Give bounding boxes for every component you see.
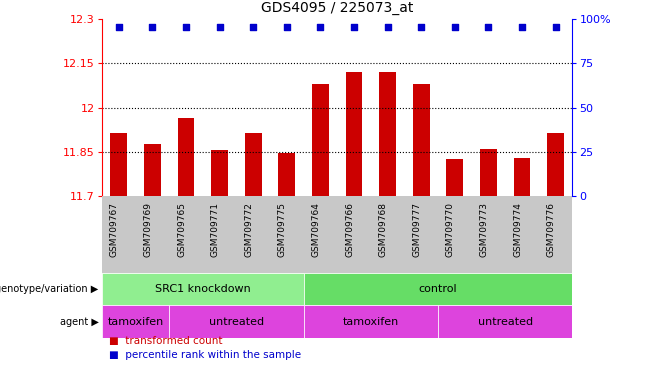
Bar bbox=[211, 150, 228, 196]
Text: GSM709774: GSM709774 bbox=[513, 202, 522, 257]
Text: genotype/variation ▶: genotype/variation ▶ bbox=[0, 284, 99, 294]
Text: agent ▶: agent ▶ bbox=[60, 316, 99, 327]
Point bbox=[282, 23, 292, 30]
Text: GSM709769: GSM709769 bbox=[143, 202, 153, 257]
Text: GSM709766: GSM709766 bbox=[345, 202, 354, 257]
Text: untreated: untreated bbox=[209, 316, 264, 327]
Bar bbox=[438, 305, 572, 338]
Text: GSM709765: GSM709765 bbox=[177, 202, 186, 257]
Point bbox=[315, 23, 326, 30]
Text: SRC1 knockdown: SRC1 knockdown bbox=[155, 284, 251, 294]
Title: GDS4095 / 225073_at: GDS4095 / 225073_at bbox=[261, 2, 413, 15]
Bar bbox=[102, 305, 169, 338]
Bar bbox=[178, 118, 194, 196]
Bar bbox=[547, 132, 564, 196]
Point bbox=[114, 23, 124, 30]
Text: GSM709767: GSM709767 bbox=[110, 202, 119, 257]
Text: GSM709768: GSM709768 bbox=[378, 202, 388, 257]
Text: GSM709772: GSM709772 bbox=[244, 202, 253, 257]
Point bbox=[181, 23, 191, 30]
Text: control: control bbox=[418, 284, 457, 294]
Text: GSM709775: GSM709775 bbox=[278, 202, 287, 257]
Bar bbox=[245, 132, 262, 196]
Bar bbox=[480, 149, 497, 196]
Text: tamoxifen: tamoxifen bbox=[343, 316, 399, 327]
Bar bbox=[413, 84, 430, 196]
Point bbox=[449, 23, 460, 30]
Bar bbox=[169, 305, 303, 338]
Text: GSM709764: GSM709764 bbox=[311, 202, 320, 257]
Point bbox=[416, 23, 426, 30]
Bar bbox=[345, 72, 363, 196]
Text: GSM709773: GSM709773 bbox=[480, 202, 488, 257]
Bar bbox=[514, 157, 530, 196]
Bar bbox=[278, 153, 295, 196]
Bar bbox=[144, 144, 161, 196]
Text: GSM709771: GSM709771 bbox=[211, 202, 220, 257]
Text: tamoxifen: tamoxifen bbox=[107, 316, 164, 327]
Bar bbox=[102, 273, 303, 305]
Point bbox=[550, 23, 561, 30]
Text: GSM709777: GSM709777 bbox=[413, 202, 421, 257]
Bar bbox=[312, 84, 329, 196]
Bar bbox=[303, 305, 438, 338]
Point bbox=[147, 23, 158, 30]
Bar bbox=[111, 132, 127, 196]
Point bbox=[483, 23, 494, 30]
Point bbox=[215, 23, 225, 30]
Text: GSM709776: GSM709776 bbox=[547, 202, 555, 257]
Point bbox=[517, 23, 527, 30]
Bar bbox=[379, 72, 396, 196]
Bar bbox=[303, 273, 572, 305]
Text: ■  transformed count: ■ transformed count bbox=[109, 336, 222, 346]
Point bbox=[349, 23, 359, 30]
Text: untreated: untreated bbox=[478, 316, 533, 327]
Text: GSM709770: GSM709770 bbox=[446, 202, 455, 257]
Bar bbox=[446, 159, 463, 196]
Point bbox=[248, 23, 259, 30]
Text: ■  percentile rank within the sample: ■ percentile rank within the sample bbox=[109, 350, 301, 360]
Point bbox=[382, 23, 393, 30]
